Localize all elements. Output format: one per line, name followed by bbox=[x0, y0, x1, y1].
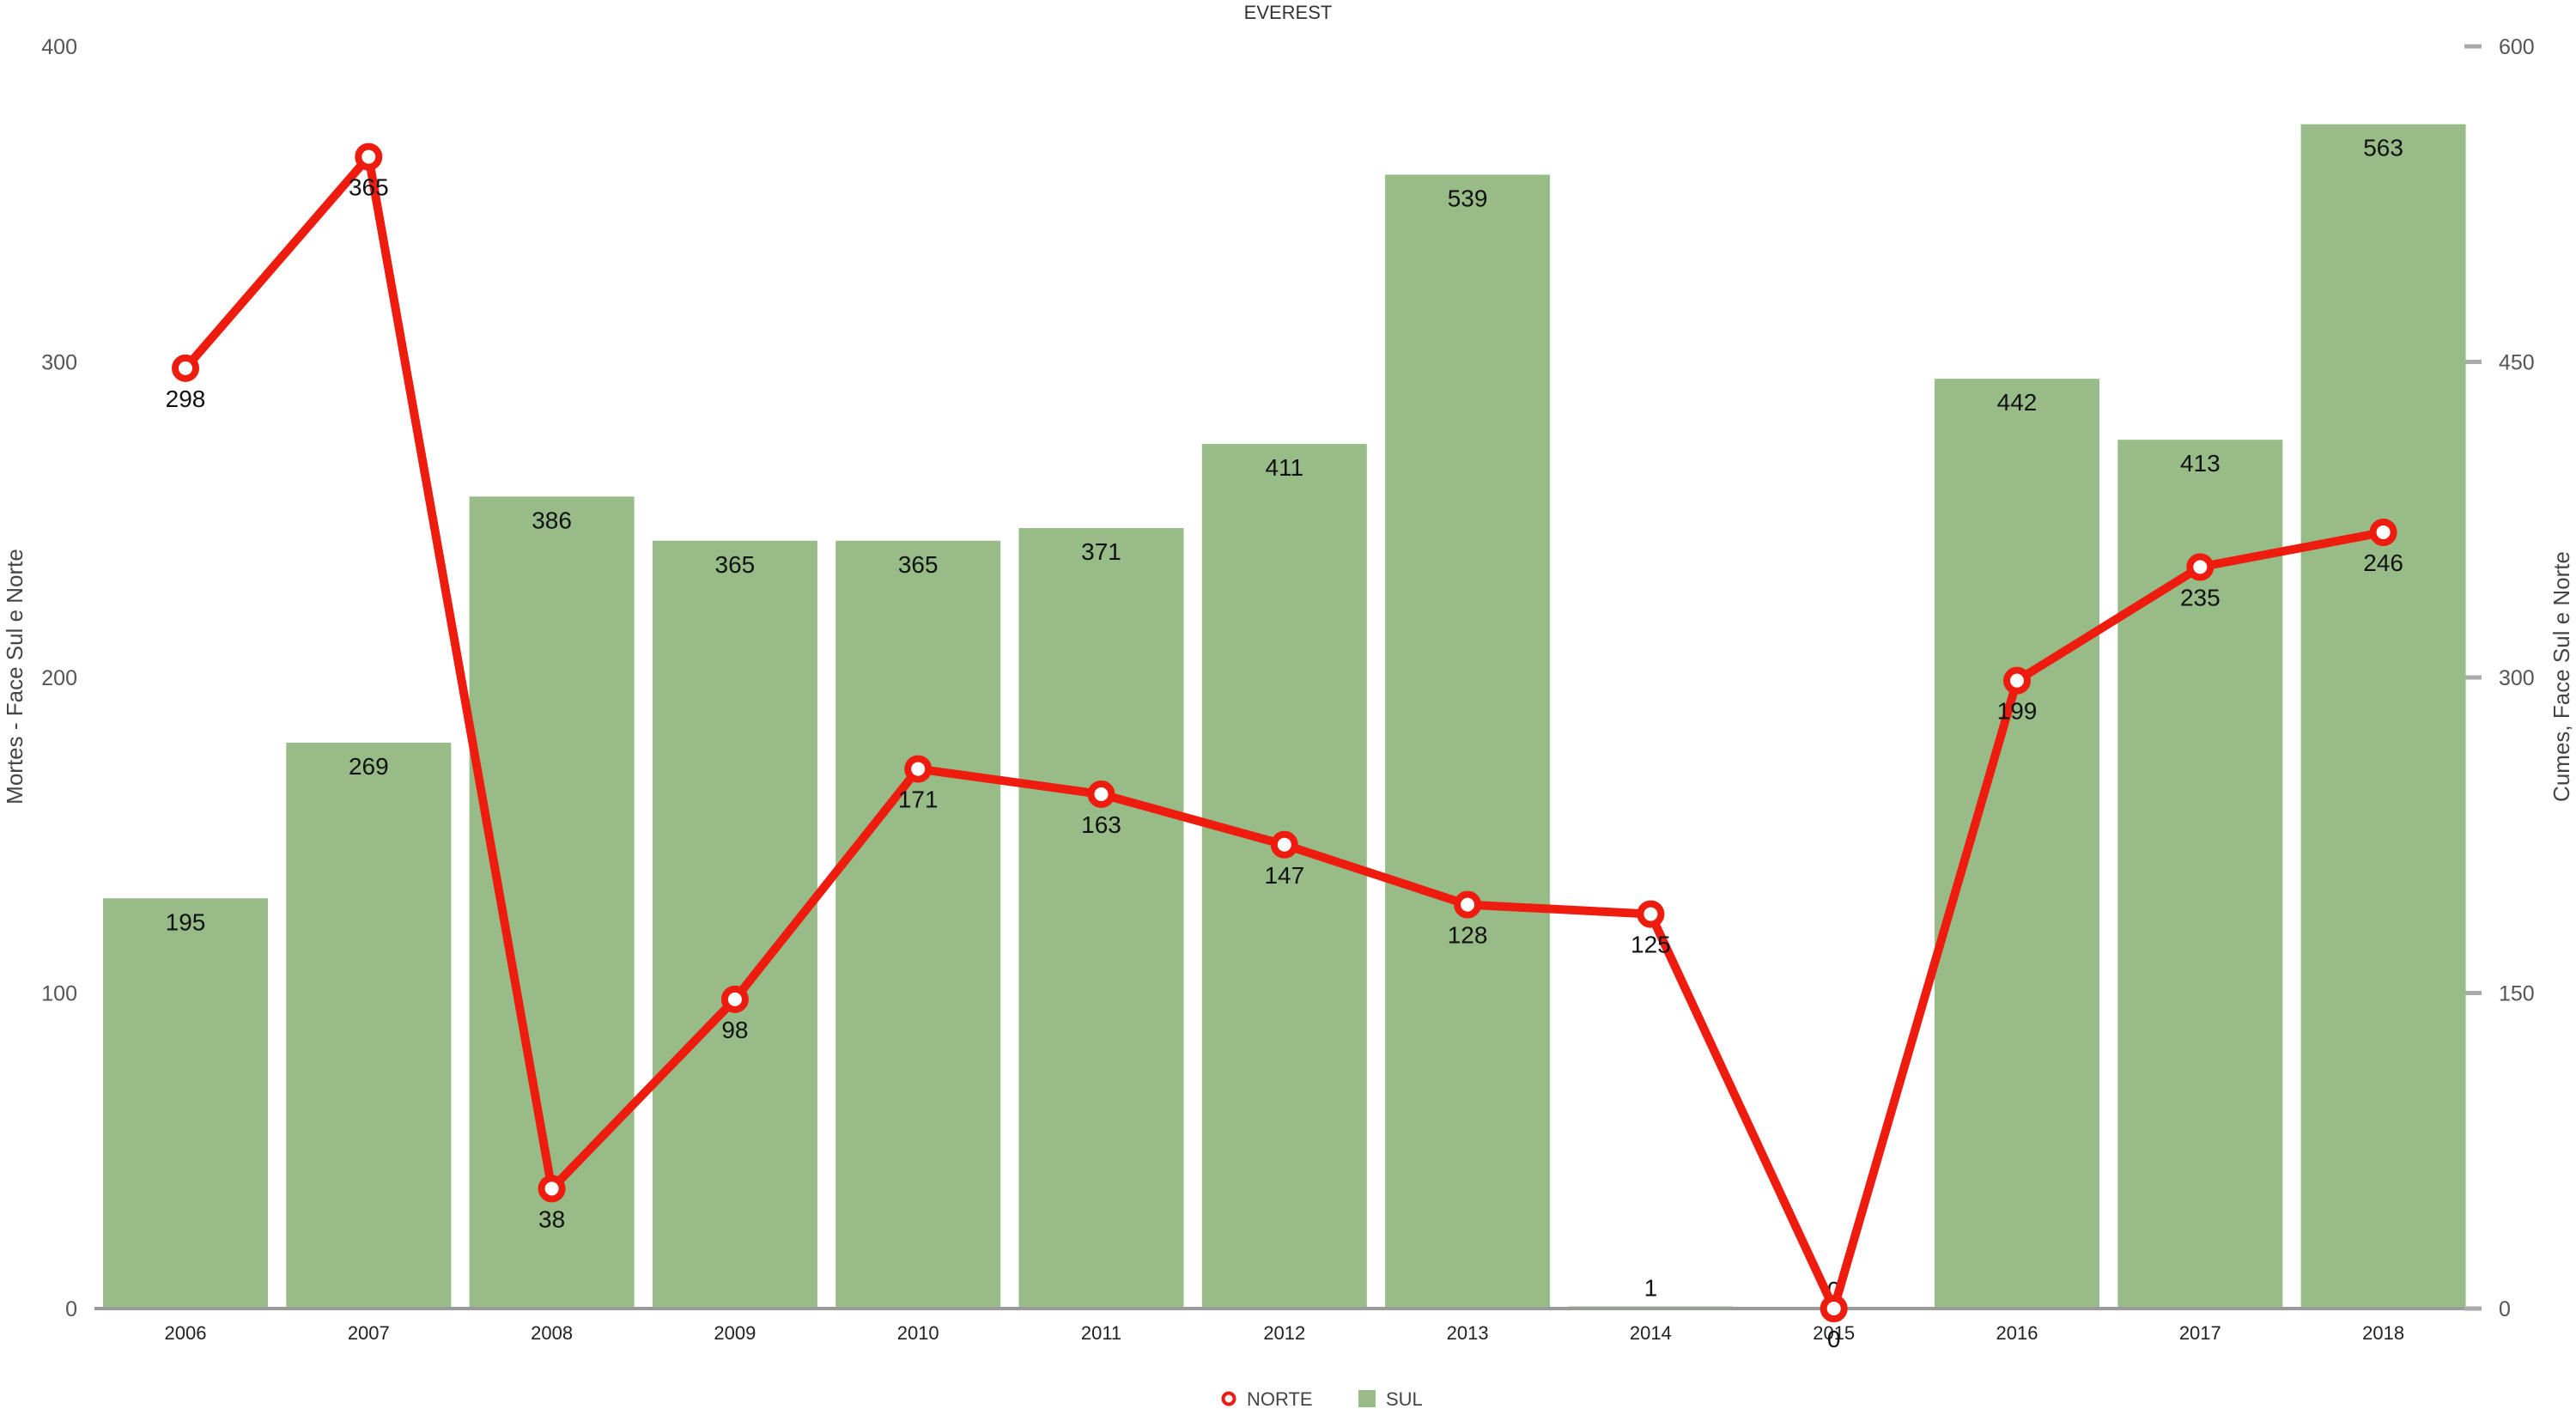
right-tick-label: 300 bbox=[2499, 666, 2535, 690]
right-tick-label: 0 bbox=[2499, 1297, 2511, 1321]
line-point-norte-2013 bbox=[1454, 890, 1482, 919]
left-axis-label: Mortes - Face Sul e Norte bbox=[2, 549, 27, 805]
bar-sul-2013 bbox=[1385, 174, 1551, 1309]
bar-value-label: 563 bbox=[2363, 135, 2403, 161]
bar-sul-2007 bbox=[286, 742, 452, 1309]
x-tick-label: 2017 bbox=[2179, 1322, 2221, 1344]
line-point-norte-2010 bbox=[904, 755, 933, 783]
right-axis: 0 150 300 450 600 bbox=[2464, 35, 2535, 1321]
chart-title: EVEREST bbox=[1244, 2, 1333, 23]
line-point-norte-2016 bbox=[2003, 666, 2031, 695]
line-point-norte-2012 bbox=[1270, 830, 1298, 859]
bar-value-label: 539 bbox=[1448, 185, 1488, 211]
line-value-label: 235 bbox=[2180, 584, 2221, 610]
x-tick-label: 2006 bbox=[165, 1322, 207, 1344]
right-tick-label: 600 bbox=[2499, 35, 2535, 59]
left-tick-label: 400 bbox=[41, 35, 77, 59]
line-point-norte-2009 bbox=[720, 985, 749, 1013]
line-value-label: 98 bbox=[721, 1017, 748, 1043]
bar-sul-2017 bbox=[2117, 440, 2283, 1309]
bar-value-label: 1 bbox=[1644, 1275, 1658, 1302]
line-point-norte-2018 bbox=[2369, 518, 2397, 546]
legend-sul-label: SUL bbox=[1386, 1388, 1423, 1409]
left-tick-label: 100 bbox=[41, 982, 77, 1006]
line-point-norte-2017 bbox=[2186, 553, 2215, 581]
x-tick-label: 2008 bbox=[531, 1322, 573, 1344]
line-point-norte-2014 bbox=[1637, 900, 1665, 928]
right-tick-label: 150 bbox=[2499, 982, 2535, 1006]
x-tick-label: 2007 bbox=[348, 1322, 390, 1344]
bar-value-label: 365 bbox=[898, 551, 939, 578]
bar-value-label: 269 bbox=[349, 753, 389, 780]
left-tick-label: 200 bbox=[41, 666, 77, 690]
x-tick-label: 2012 bbox=[1263, 1322, 1305, 1344]
legend: NORTE SUL bbox=[1221, 1388, 1423, 1409]
bar-value-label: 365 bbox=[715, 551, 756, 578]
bar-sul-2006 bbox=[103, 898, 268, 1309]
line-value-label: 38 bbox=[538, 1206, 565, 1232]
bar-sul-2012 bbox=[1201, 444, 1367, 1309]
line-value-label: 147 bbox=[1264, 862, 1304, 889]
right-axis-label: Cumes, Face Sul e Norte bbox=[2549, 551, 2574, 802]
bar-sul-2018 bbox=[2300, 124, 2466, 1309]
line-point-norte-2007 bbox=[355, 143, 383, 171]
line-value-label: 298 bbox=[166, 386, 206, 412]
line-value-label: 171 bbox=[898, 786, 939, 813]
left-axis: 0 100 200 300 400 bbox=[41, 35, 77, 1321]
bar-sul-2010 bbox=[835, 540, 1001, 1309]
line-value-label: 0 bbox=[1827, 1326, 1841, 1352]
bar-sul-2016 bbox=[1935, 379, 2099, 1309]
bar-value-label: 413 bbox=[2180, 450, 2221, 477]
bar-value-label: 371 bbox=[1081, 538, 1121, 565]
legend-sul-marker bbox=[1358, 1390, 1376, 1407]
x-tick-label: 2009 bbox=[714, 1322, 756, 1344]
line-value-label: 246 bbox=[2363, 550, 2403, 576]
x-tick-label: 2010 bbox=[897, 1322, 939, 1344]
line-point-norte-2006 bbox=[172, 354, 199, 382]
x-tick-label: 2016 bbox=[1996, 1322, 2038, 1344]
legend-norte-marker bbox=[1221, 1391, 1236, 1406]
x-tick-label: 2011 bbox=[1081, 1322, 1121, 1344]
x-tick-label: 2014 bbox=[1630, 1322, 1672, 1344]
left-tick-label: 0 bbox=[65, 1297, 77, 1321]
line-point-norte-2011 bbox=[1087, 780, 1115, 808]
x-tick-label: 2018 bbox=[2362, 1322, 2404, 1344]
x-tick-label: 2013 bbox=[1447, 1322, 1489, 1344]
x-axis: 2006 2007 2008 2009 2010 2011 2012 2013 2014 2015… bbox=[165, 1322, 2405, 1344]
line-value-label: 163 bbox=[1081, 811, 1121, 838]
bar-value-label: 411 bbox=[1265, 454, 1303, 481]
line-value-label: 199 bbox=[1997, 698, 2038, 725]
line-point-norte-2015 bbox=[1820, 1295, 1848, 1322]
x-tick-label: 2015 bbox=[1813, 1322, 1855, 1344]
line-value-label: 125 bbox=[1631, 932, 1671, 958]
bar-value-label: 195 bbox=[166, 908, 206, 935]
line-value-label: 365 bbox=[349, 174, 389, 201]
right-tick-label: 450 bbox=[2499, 351, 2535, 375]
line-series: 298 365 38 98 171 163 147 128 125 0 199 235 246 bbox=[166, 143, 2403, 1352]
bar-value-label: 442 bbox=[1997, 389, 2038, 416]
line-point-norte-2008 bbox=[538, 1175, 566, 1203]
bar-sul-2011 bbox=[1018, 528, 1184, 1309]
left-tick-label: 300 bbox=[41, 351, 77, 375]
legend-norte-label: NORTE bbox=[1247, 1388, 1313, 1409]
line-value-label: 128 bbox=[1448, 922, 1488, 949]
bar-value-label: 386 bbox=[532, 507, 572, 533]
